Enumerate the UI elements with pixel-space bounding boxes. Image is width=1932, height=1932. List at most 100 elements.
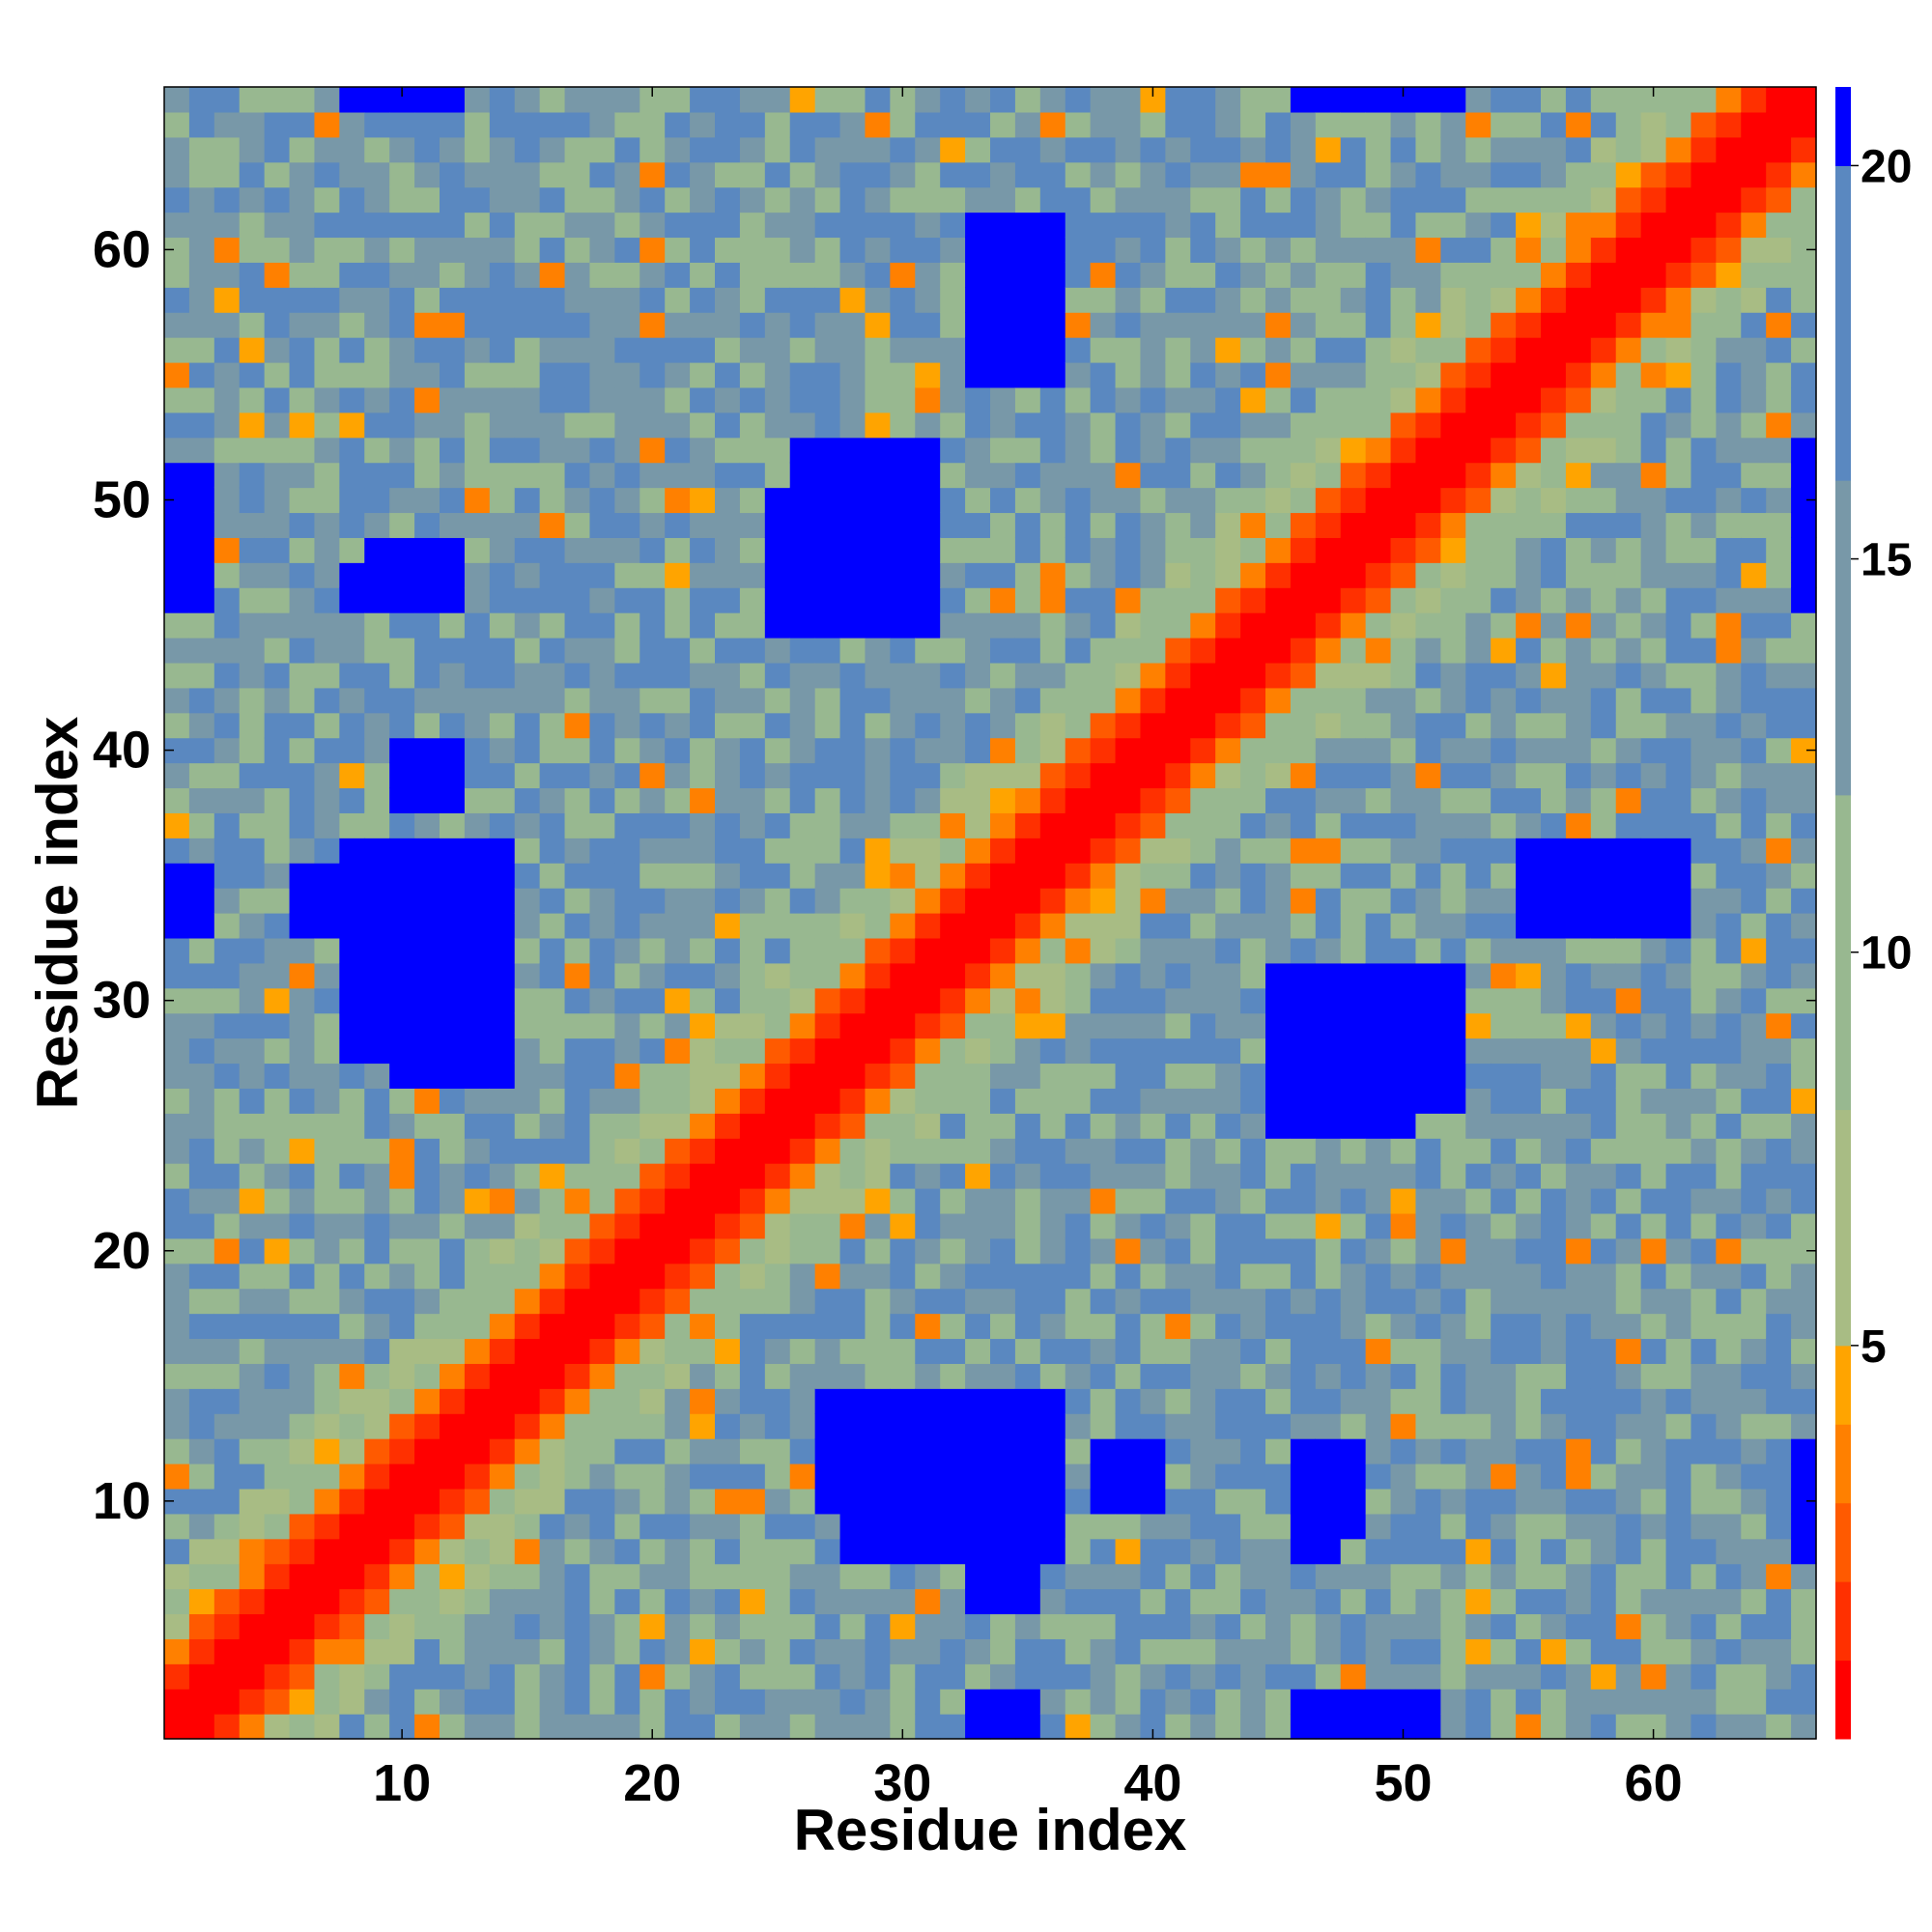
heatmap-cell xyxy=(614,687,640,714)
heatmap-cell xyxy=(814,987,841,1014)
heatmap-cell xyxy=(389,1288,415,1315)
heatmap-cell xyxy=(489,512,516,538)
heatmap-cell xyxy=(764,612,791,639)
heatmap-cell xyxy=(1039,888,1066,914)
heatmap-cell xyxy=(1265,1563,1292,1590)
heatmap-cell xyxy=(1265,888,1292,914)
heatmap-cell xyxy=(389,937,415,964)
heatmap-cell xyxy=(839,1463,867,1490)
heatmap-cell xyxy=(789,161,816,188)
heatmap-cell xyxy=(589,386,615,413)
heatmap-cell xyxy=(1165,1613,1191,1639)
heatmap-cell xyxy=(1065,537,1092,563)
heatmap-cell xyxy=(639,1388,666,1414)
heatmap-cell xyxy=(239,1237,266,1264)
heatmap-cell xyxy=(239,587,266,613)
heatmap-cell xyxy=(264,687,291,714)
heatmap-cell xyxy=(1365,638,1392,664)
heatmap-cell xyxy=(665,1488,691,1515)
heatmap-cell xyxy=(1014,462,1041,489)
heatmap-cell xyxy=(690,386,716,413)
heatmap-cell xyxy=(188,1513,215,1540)
heatmap-cell xyxy=(1190,612,1216,639)
heatmap-cell xyxy=(514,838,541,864)
heatmap-cell xyxy=(314,1188,340,1214)
heatmap-cell xyxy=(440,1463,466,1490)
heatmap-cell xyxy=(1365,1012,1392,1039)
heatmap-cell xyxy=(639,1488,666,1515)
heatmap-cell xyxy=(464,1063,491,1089)
heatmap-cell xyxy=(564,962,591,989)
heatmap-cell xyxy=(1090,562,1117,588)
heatmap-cell xyxy=(814,136,841,163)
heatmap-cell xyxy=(1090,612,1117,639)
heatmap-cell xyxy=(1240,1263,1266,1290)
heatmap-cell xyxy=(690,111,716,138)
heatmap-cell xyxy=(289,962,316,989)
heatmap-cell xyxy=(965,386,991,413)
heatmap-cell xyxy=(188,562,215,588)
heatmap-cell xyxy=(164,386,190,413)
heatmap-cell xyxy=(264,1088,291,1114)
heatmap-cell xyxy=(314,987,340,1014)
heatmap-cell xyxy=(1340,111,1367,138)
heatmap-cell xyxy=(1115,1613,1142,1639)
heatmap-cell xyxy=(314,1714,340,1740)
heatmap-cell xyxy=(1240,1638,1266,1664)
heatmap-cell xyxy=(564,612,591,639)
heatmap-cell xyxy=(1165,487,1191,514)
heatmap-cell xyxy=(1741,1063,1767,1089)
heatmap-cell xyxy=(614,838,640,864)
heatmap-cell xyxy=(764,1163,791,1189)
heatmap-cell xyxy=(1665,1288,1692,1315)
heatmap-cell xyxy=(1090,1689,1117,1715)
heatmap-cell xyxy=(1265,1714,1292,1740)
heatmap-cell xyxy=(414,1138,440,1164)
heatmap-cell xyxy=(690,1263,716,1290)
heatmap-cell xyxy=(364,487,390,514)
heatmap-cell xyxy=(1340,1037,1367,1065)
heatmap-cell xyxy=(814,1538,841,1565)
heatmap-cell xyxy=(940,1263,966,1290)
heatmap-cell xyxy=(1615,1237,1642,1264)
heatmap-cell xyxy=(1541,287,1567,313)
heatmap-cell xyxy=(1741,111,1767,138)
heatmap-cell xyxy=(639,1113,666,1139)
heatmap-cell xyxy=(1716,662,1742,689)
heatmap-cell xyxy=(715,1588,741,1615)
heatmap-cell xyxy=(1340,1113,1367,1139)
heatmap-cell xyxy=(289,186,316,213)
heatmap-cell xyxy=(1215,1363,1241,1389)
heatmap-cell xyxy=(614,562,640,588)
heatmap-cell xyxy=(1014,1388,1041,1414)
heatmap-cell xyxy=(1340,1313,1367,1340)
heatmap-cell xyxy=(1240,362,1266,388)
heatmap-cell xyxy=(1716,863,1742,889)
heatmap-cell xyxy=(865,87,891,113)
heatmap-cell xyxy=(1365,111,1392,138)
heatmap-cell xyxy=(1215,386,1241,413)
heatmap-cell xyxy=(1516,1638,1542,1664)
heatmap-cell xyxy=(690,587,716,613)
heatmap-cell xyxy=(1290,262,1317,288)
heatmap-cell xyxy=(1741,287,1767,313)
heatmap-cell xyxy=(814,687,841,714)
heatmap-cell xyxy=(789,537,816,563)
heatmap-cell xyxy=(414,1563,440,1590)
heatmap-cell xyxy=(364,762,390,789)
heatmap-cell xyxy=(1365,412,1392,439)
heatmap-cell xyxy=(1615,712,1642,739)
heatmap-cell xyxy=(1690,136,1717,163)
heatmap-cell xyxy=(589,913,615,939)
heatmap-cell xyxy=(614,462,640,489)
heatmap-cell xyxy=(1240,1163,1266,1189)
heatmap-cell xyxy=(1340,1188,1367,1214)
heatmap-cell xyxy=(764,462,791,489)
heatmap-cell xyxy=(1165,987,1191,1014)
heatmap-cell xyxy=(414,1463,440,1490)
heatmap-cell xyxy=(690,888,716,914)
heatmap-cell xyxy=(339,237,365,263)
heatmap-cell xyxy=(1491,587,1517,613)
heatmap-cell xyxy=(1039,1714,1066,1740)
heatmap-cell xyxy=(665,1563,691,1590)
